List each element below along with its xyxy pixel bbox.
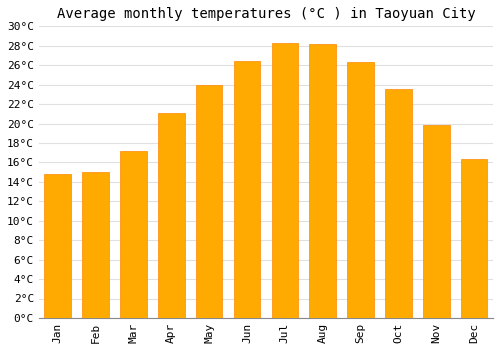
Title: Average monthly temperatures (°C ) in Taoyuan City: Average monthly temperatures (°C ) in Ta…	[56, 7, 476, 21]
Bar	[272, 43, 298, 318]
Bar	[158, 113, 184, 318]
Bar	[461, 160, 487, 318]
Bar	[44, 174, 71, 318]
Bar	[196, 85, 222, 318]
Bar	[82, 172, 109, 318]
Bar	[348, 62, 374, 318]
Bar	[120, 151, 146, 318]
Bar	[385, 90, 411, 318]
Bar	[423, 125, 450, 318]
Bar	[234, 61, 260, 318]
Bar	[310, 44, 336, 318]
